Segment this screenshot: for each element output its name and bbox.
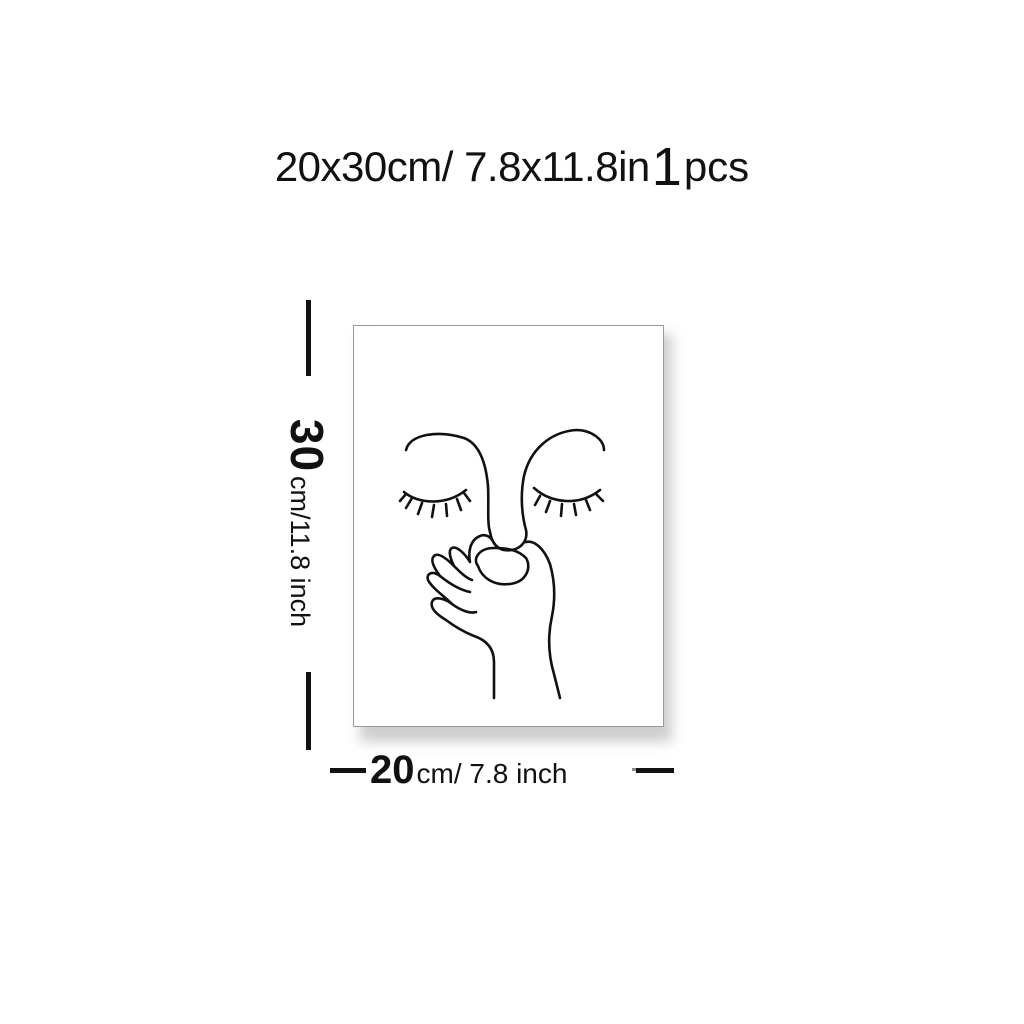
height-value: 30: [281, 418, 333, 473]
size-text: 20x30cm/ 7.8x11.8in: [274, 143, 650, 190]
hand-outline: [426, 533, 562, 700]
height-unit: cm/11.8 inch: [285, 476, 315, 628]
height-dimension-label: 30cm/11.8 inch: [280, 419, 334, 627]
width-dimension-label: 20cm/ 7.8 inch: [370, 748, 567, 793]
nose-pinch-shape: [474, 546, 530, 586]
right-eye-lashes: [533, 492, 605, 518]
product-size-title: 20x30cm/ 7.8x11.8in1pcs: [0, 136, 1024, 197]
width-value: 20: [370, 748, 415, 792]
quantity-number: 1: [651, 137, 682, 197]
left-eye-lashes: [398, 491, 472, 519]
height-dimension-line-top: [306, 300, 311, 376]
poster-canvas: [353, 325, 664, 727]
quantity-unit: pcs: [683, 143, 750, 190]
left-brow-nose-line: [404, 428, 606, 552]
hand-finger-lines: [438, 564, 478, 614]
width-dimension-line-left: [330, 768, 366, 773]
width-unit: cm/ 7.8 inch: [416, 758, 568, 789]
right-eye-line: [532, 486, 602, 503]
height-dimension-line-bottom: [306, 672, 311, 750]
width-dimension-line-right: [636, 768, 674, 773]
left-eye-line: [402, 488, 468, 503]
dimension-tick-mark: [632, 768, 636, 771]
line-art-face-with-hand-icon: [398, 428, 606, 700]
